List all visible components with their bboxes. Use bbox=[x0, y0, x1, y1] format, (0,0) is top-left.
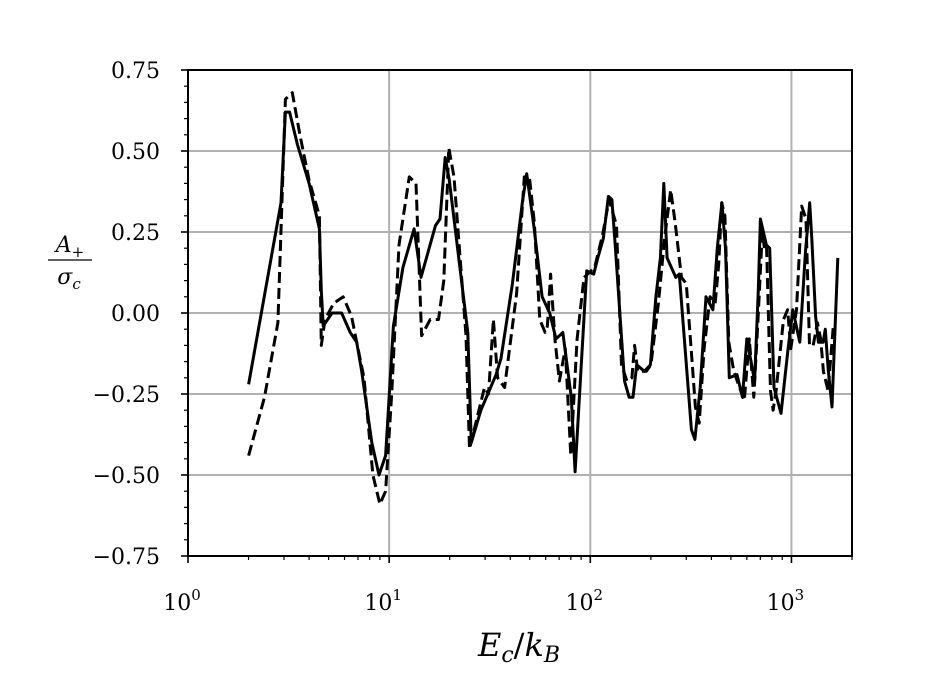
y-tick-label: −0.50 bbox=[93, 464, 160, 489]
x-tick-label: 100 bbox=[163, 586, 201, 616]
y-tick-label: 0.75 bbox=[111, 59, 160, 84]
x-tick-label: 101 bbox=[364, 586, 402, 616]
series-line-solid bbox=[247, 110, 840, 477]
y-tick-label: −0.75 bbox=[93, 545, 160, 570]
y-tick-label: 0.00 bbox=[111, 302, 160, 327]
tick-labels: 100 101 102 103 0.75 0.50 0.25 0.00 −0.25 −0.50 −0… bbox=[93, 59, 805, 616]
x-tick-label: 102 bbox=[566, 586, 604, 616]
x-tick-label: 103 bbox=[767, 586, 805, 616]
y-tick-label: −0.25 bbox=[93, 383, 160, 408]
y-tick-label: 0.50 bbox=[111, 140, 160, 165]
y-tick-label: 0.25 bbox=[111, 221, 160, 246]
major-ticks bbox=[181, 69, 793, 563]
series-layer bbox=[247, 91, 840, 506]
plot-frame bbox=[187, 69, 853, 557]
series-line-dashed bbox=[247, 91, 835, 506]
x-axis-label: Ec/kB bbox=[477, 626, 560, 668]
